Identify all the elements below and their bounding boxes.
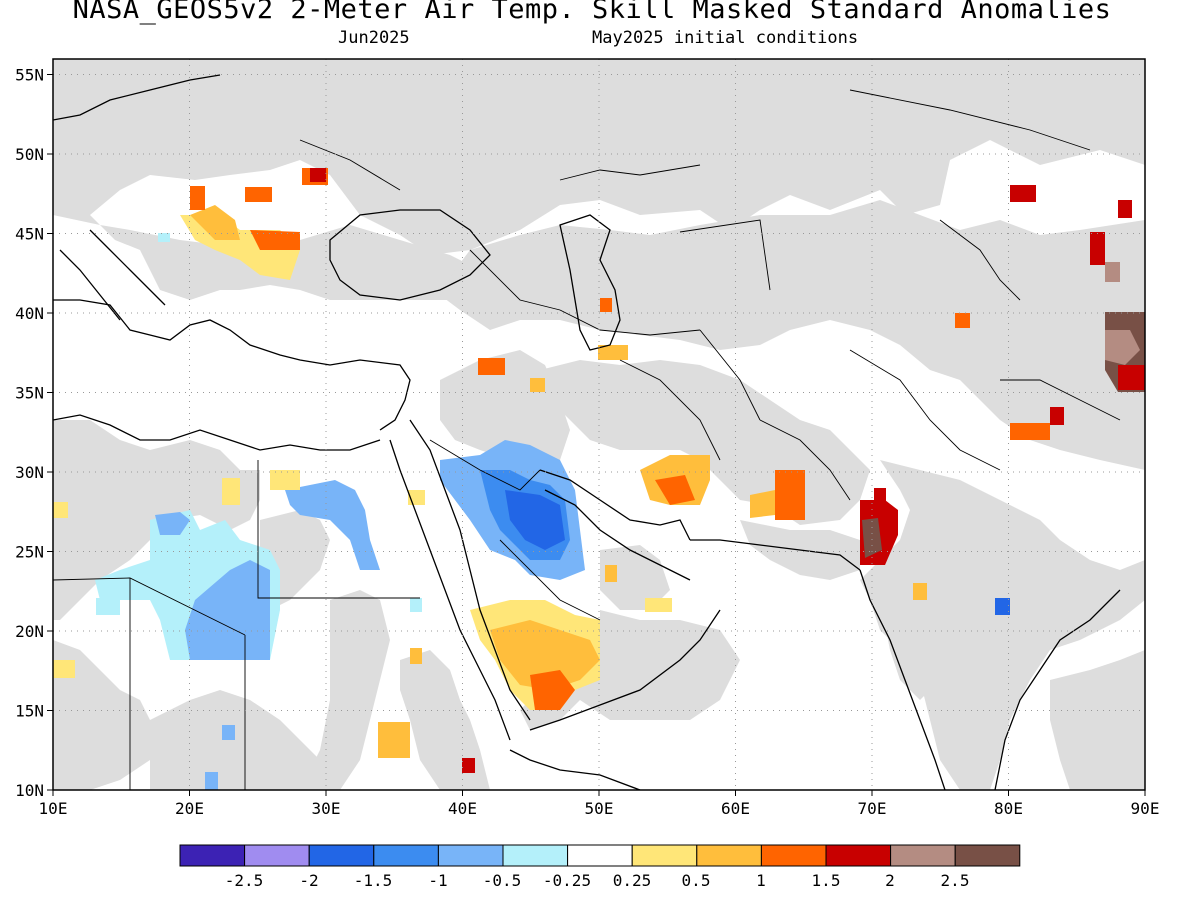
colorbar-label: 1: [756, 871, 766, 890]
map-title: NASA_GEOS5v2 2-Meter Air Temp. Skill Mas…: [72, 0, 1112, 25]
forecast-month: Jun2025: [338, 28, 410, 48]
coastlines: [53, 74, 1121, 790]
colorbar-swatch: [437, 844, 504, 867]
lon-tick-label: 90E: [1131, 799, 1160, 818]
colorbar-label: -0.25: [543, 871, 591, 890]
colorbar-swatch: [696, 844, 762, 867]
colorbar-swatch: [954, 844, 1021, 867]
lon-tick-label: 10E: [39, 799, 68, 818]
lat-tick-label: 30N: [15, 463, 44, 482]
colorbar-swatch: [631, 844, 698, 867]
colorbar-label: 2: [885, 871, 895, 890]
colorbar-label: 2.5: [941, 871, 970, 890]
initial-conditions: May2025 initial conditions: [592, 28, 859, 48]
colorbar-label: -2.5: [225, 871, 264, 890]
lon-tick-label: 20E: [175, 799, 204, 818]
colorbar-label: 1.5: [812, 871, 841, 890]
colorbar-swatch: [244, 844, 310, 867]
axis-ticks: [47, 74, 1146, 796]
lon-tick-label: 40E: [448, 799, 477, 818]
colorbar-label: -2: [299, 871, 318, 890]
colorbar-label: 0.5: [682, 871, 711, 890]
colorbar-label: 0.25: [613, 871, 652, 890]
colorbar-swatch: [760, 844, 827, 867]
lon-tick-label: 60E: [721, 799, 750, 818]
latitude-labels: 10N 15N 20N 25N 30N 35N 40N 45N 50N 55N: [15, 66, 44, 801]
colorbar-label: -0.5: [483, 871, 522, 890]
lat-tick-label: 25N: [15, 543, 44, 562]
political-borders: [53, 89, 1121, 790]
lon-tick-label: 30E: [312, 799, 341, 818]
graticule: [53, 59, 1145, 790]
lat-tick-label: 45N: [15, 225, 44, 244]
lon-tick-label: 70E: [858, 799, 887, 818]
colorbar-swatch: [308, 844, 375, 867]
colorbar-label: -1: [428, 871, 447, 890]
colorbar-swatch: [373, 844, 439, 867]
lat-tick-label: 10N: [15, 781, 44, 800]
colorbar-label: -1.5: [354, 871, 393, 890]
map-plot-area: [53, 59, 1145, 790]
colorbar: -2.5 -2 -1.5 -1 -0.5 -0.25 0.25 0.5 1 1.…: [179, 844, 1021, 890]
lat-tick-label: 40N: [15, 304, 44, 323]
colorbar-swatch: [179, 844, 246, 867]
longitude-labels: 10E 20E 30E 40E 50E 60E 70E 80E 90E: [39, 799, 1160, 818]
lat-tick-label: 15N: [15, 702, 44, 721]
lon-tick-label: 80E: [994, 799, 1023, 818]
lon-tick-label: 50E: [585, 799, 614, 818]
colorbar-labels: -2.5 -2 -1.5 -1 -0.5 -0.25 0.25 0.5 1 1.…: [225, 871, 970, 890]
colorbar-swatch: [502, 844, 569, 867]
anomaly-cells: [53, 168, 1145, 790]
lat-tick-label: 55N: [15, 66, 44, 85]
lat-tick-label: 35N: [15, 384, 44, 403]
colorbar-swatch: [825, 844, 892, 867]
lat-tick-label: 20N: [15, 622, 44, 641]
lat-tick-label: 50N: [15, 145, 44, 164]
colorbar-swatches: [179, 844, 1021, 867]
colorbar-swatch: [567, 844, 633, 867]
colorbar-swatch: [890, 844, 956, 867]
